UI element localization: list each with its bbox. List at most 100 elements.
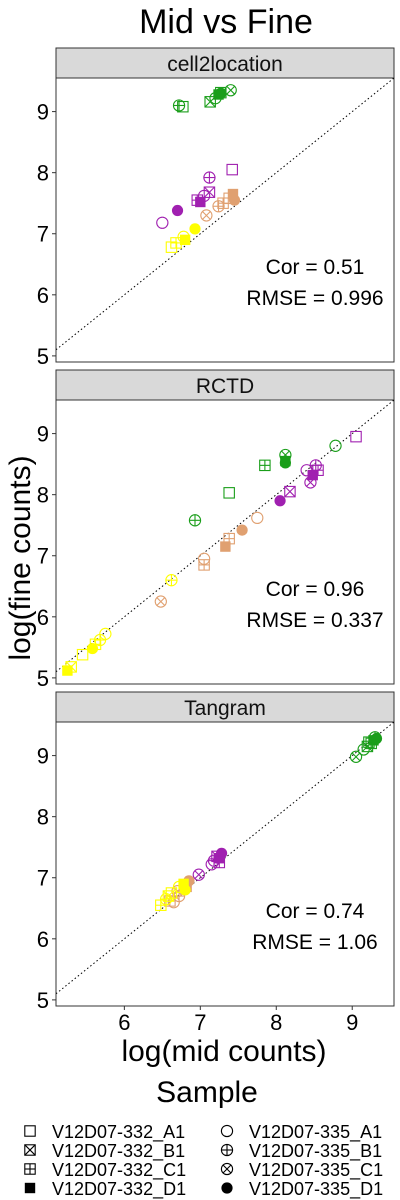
y-tick-label: 8 bbox=[37, 805, 49, 830]
y-tick-label: 6 bbox=[37, 283, 49, 308]
y-axis: 5 6 7 8 9 bbox=[37, 100, 56, 369]
data-point bbox=[165, 574, 178, 587]
data-point bbox=[172, 99, 186, 112]
data-point bbox=[179, 234, 191, 246]
y-tick-label: 9 bbox=[37, 100, 49, 125]
legend-label: V12D07-335_A1 bbox=[249, 1122, 382, 1143]
facet-panels: cell2location 5 6 7 8 9 Cor = 0.51 RMSE = 0.996… bbox=[37, 47, 395, 1013]
data-point bbox=[284, 485, 296, 498]
data-point bbox=[226, 163, 238, 176]
correlation-label: Cor = 0.96 bbox=[266, 578, 365, 601]
data-point bbox=[197, 552, 211, 565]
panel-frame bbox=[55, 77, 395, 363]
legend-label: V12D07-332_D1 bbox=[52, 1179, 186, 1200]
facet-strip: RCTD bbox=[55, 369, 395, 401]
y-tick-label: 5 bbox=[37, 666, 49, 691]
legend-key bbox=[220, 1162, 234, 1176]
data-point bbox=[349, 750, 363, 763]
x-axis: 6 7 8 9 bbox=[118, 1006, 358, 1035]
points bbox=[155, 731, 383, 911]
facet-strip: Tangram bbox=[55, 691, 395, 723]
data-point bbox=[279, 457, 291, 469]
y-tick-label: 5 bbox=[37, 988, 49, 1013]
correlation-label: Cor = 0.51 bbox=[266, 256, 365, 279]
data-point bbox=[350, 430, 362, 443]
data-point bbox=[200, 209, 213, 222]
data-point bbox=[215, 87, 227, 99]
legend-item: V12D07-335_B1 bbox=[220, 1141, 382, 1162]
identity-reference-line bbox=[56, 400, 394, 673]
facet-strip-label: Tangram bbox=[184, 697, 266, 720]
facet-panel-tangram: Tangram 5 6 7 8 9 Cor = 0.74 RMSE = 1.06 bbox=[37, 691, 395, 1013]
points bbox=[62, 430, 362, 676]
y-axis: 5 6 7 8 9 bbox=[37, 422, 56, 691]
facet-panel-rctd: RCTD 5 6 7 8 9 Cor = 0.96 RMSE = 0.337 bbox=[37, 369, 395, 691]
data-point bbox=[156, 216, 169, 229]
data-point bbox=[274, 495, 286, 507]
data-point bbox=[203, 186, 216, 198]
legend-item: V12D07-335_A1 bbox=[220, 1122, 382, 1143]
data-point bbox=[179, 884, 191, 896]
data-point bbox=[368, 735, 379, 746]
data-point bbox=[307, 469, 318, 481]
data-point bbox=[223, 192, 235, 205]
data-point bbox=[154, 595, 167, 608]
y-tick-label: 9 bbox=[37, 422, 49, 447]
legend-label: V12D07-335_B1 bbox=[249, 1141, 382, 1162]
y-tick-label: 7 bbox=[37, 866, 49, 891]
legend-key bbox=[221, 1182, 233, 1194]
legend-item: V12D07-332_D1 bbox=[24, 1179, 186, 1200]
legend: V12D07-332_A1V12D07-332_B1V12D07-332_C1V… bbox=[24, 1122, 383, 1200]
rmse-label: RMSE = 0.337 bbox=[246, 609, 383, 632]
legend-key bbox=[24, 1163, 36, 1175]
data-point bbox=[189, 223, 201, 235]
x-tick-label: 9 bbox=[346, 1010, 358, 1035]
data-point bbox=[165, 241, 178, 253]
legend-item: V12D07-335_D1 bbox=[221, 1179, 383, 1200]
y-tick-label: 6 bbox=[37, 605, 49, 630]
legend-key bbox=[220, 1124, 234, 1138]
data-point bbox=[188, 514, 202, 527]
identity-reference-line bbox=[56, 78, 394, 351]
legend-key bbox=[24, 1182, 36, 1194]
data-point bbox=[86, 642, 99, 655]
data-point bbox=[171, 204, 184, 217]
points bbox=[156, 84, 241, 253]
data-point bbox=[76, 648, 89, 661]
legend-label: V12D07-332_C1 bbox=[52, 1160, 186, 1181]
data-point bbox=[192, 868, 205, 881]
legend-key bbox=[24, 1125, 36, 1137]
x-tick-label: 6 bbox=[118, 1010, 130, 1035]
data-point bbox=[155, 899, 167, 911]
data-point bbox=[223, 487, 235, 499]
legend-item: V12D07-332_C1 bbox=[24, 1160, 186, 1181]
data-point bbox=[220, 541, 231, 552]
y-axis-label: log(fine counts) bbox=[4, 455, 37, 660]
y-tick-label: 8 bbox=[37, 161, 49, 186]
y-tick-label: 7 bbox=[37, 222, 49, 247]
legend-label: V12D07-335_D1 bbox=[249, 1179, 383, 1200]
legend-key bbox=[24, 1144, 36, 1156]
data-point bbox=[363, 736, 375, 748]
x-axis-label: log(mid counts) bbox=[121, 1035, 326, 1068]
y-axis: 5 6 7 8 9 bbox=[37, 744, 56, 1013]
data-point bbox=[329, 439, 342, 452]
legend-item: V12D07-332_B1 bbox=[24, 1141, 185, 1162]
data-point bbox=[236, 524, 248, 536]
data-point bbox=[300, 464, 313, 477]
legend-label: V12D07-335_C1 bbox=[249, 1160, 383, 1181]
data-point bbox=[195, 196, 206, 208]
facet-strip-label: cell2location bbox=[167, 53, 283, 76]
legend-title: Sample bbox=[156, 1076, 258, 1109]
legend-item: V12D07-332_A1 bbox=[24, 1122, 185, 1143]
legend-key bbox=[220, 1143, 234, 1157]
y-tick-label: 8 bbox=[37, 483, 49, 508]
x-tick-label: 7 bbox=[194, 1010, 206, 1035]
rmse-label: RMSE = 0.996 bbox=[246, 287, 383, 310]
data-point bbox=[227, 188, 239, 200]
data-point bbox=[162, 890, 175, 902]
rmse-label: RMSE = 1.06 bbox=[252, 931, 377, 954]
data-point bbox=[212, 200, 225, 213]
data-point bbox=[259, 459, 271, 472]
